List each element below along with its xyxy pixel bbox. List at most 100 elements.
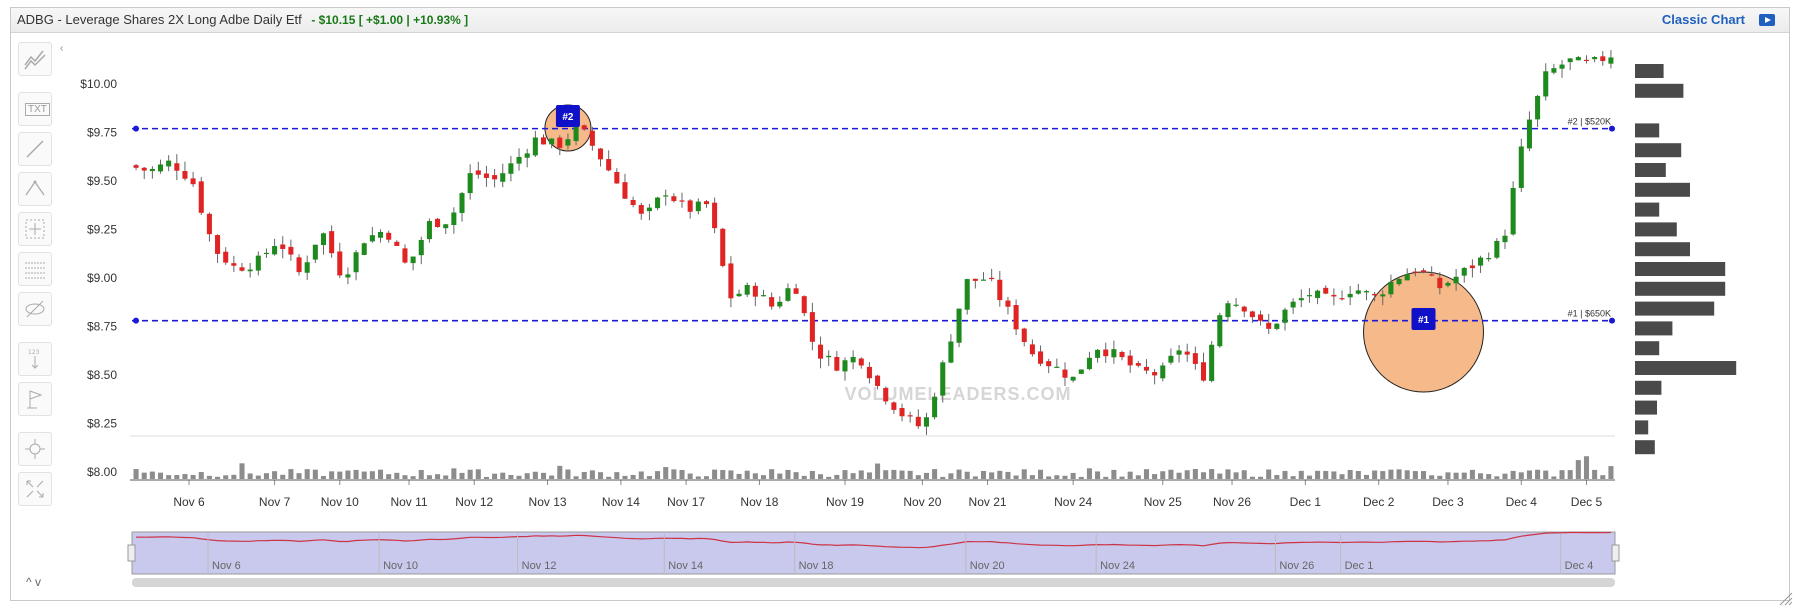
x-tick-label: Dec 3 bbox=[1432, 495, 1464, 509]
candle-body bbox=[712, 202, 718, 229]
candle-body bbox=[223, 251, 229, 263]
hide-drawings-button[interactable] bbox=[18, 292, 52, 326]
x-tick-label: Nov 7 bbox=[259, 495, 291, 509]
volume-bar bbox=[1054, 475, 1060, 479]
volume-bar bbox=[915, 475, 921, 479]
candle-body bbox=[312, 244, 318, 260]
classic-chart-icon[interactable] bbox=[1759, 14, 1775, 26]
volume-bar bbox=[1127, 471, 1133, 479]
candle-body bbox=[752, 285, 758, 297]
candle-body bbox=[866, 366, 872, 379]
candle-body bbox=[532, 137, 538, 156]
volume-profile-bar bbox=[1635, 262, 1726, 276]
measure-tool-button[interactable]: 123 bbox=[18, 342, 52, 376]
volume-bar bbox=[1258, 476, 1264, 479]
volume-bar bbox=[1535, 469, 1541, 479]
candle-body bbox=[915, 416, 921, 427]
fullscreen-button[interactable] bbox=[18, 472, 52, 506]
level-marker bbox=[1411, 308, 1436, 330]
volume-bar bbox=[866, 472, 872, 479]
candle-body bbox=[1461, 267, 1467, 276]
volume-bar bbox=[410, 476, 416, 479]
navigator-label: Nov 20 bbox=[970, 560, 1005, 572]
candle-body bbox=[972, 278, 978, 281]
line-tool-button[interactable] bbox=[18, 132, 52, 166]
volume-bar bbox=[524, 473, 530, 479]
volume-bar bbox=[842, 470, 848, 479]
candle-body bbox=[1306, 295, 1312, 297]
candle-body bbox=[1266, 322, 1272, 329]
fibonacci-tool-button[interactable] bbox=[18, 172, 52, 206]
scroll-updown-icon[interactable]: ^ v bbox=[26, 575, 41, 589]
text-tool-button[interactable]: TXT bbox=[18, 92, 52, 126]
level-endpoint bbox=[133, 125, 139, 132]
candle-body bbox=[565, 139, 571, 146]
volume-bar bbox=[1103, 476, 1109, 479]
volume-bar bbox=[1429, 475, 1435, 479]
fullscreen-icon bbox=[26, 480, 44, 498]
candle-body bbox=[166, 160, 172, 167]
resize-icon[interactable] bbox=[1778, 591, 1794, 607]
volume-bar bbox=[1225, 469, 1231, 479]
candle-body bbox=[614, 171, 620, 184]
volume-bar bbox=[565, 469, 571, 479]
hline-tool-icon bbox=[25, 262, 45, 279]
navigator-label: Nov 26 bbox=[1279, 560, 1314, 572]
volume-bar bbox=[1445, 472, 1451, 479]
measure-tool-icon: 123 bbox=[28, 349, 40, 369]
candle-body bbox=[1095, 349, 1101, 358]
candle-body bbox=[964, 279, 970, 310]
level-label: #1 | $650K bbox=[1568, 309, 1611, 319]
volume-bar bbox=[687, 473, 693, 479]
volume-bar bbox=[166, 475, 172, 479]
candle-body bbox=[842, 360, 848, 372]
volume-bar bbox=[1372, 470, 1378, 479]
candle-body bbox=[1241, 306, 1247, 312]
volume-bar bbox=[1494, 476, 1500, 479]
volume-bar bbox=[1486, 474, 1492, 479]
volume-bar bbox=[573, 476, 579, 479]
candle-body bbox=[622, 182, 628, 199]
volume-bar bbox=[312, 469, 318, 479]
candle-body bbox=[1290, 301, 1296, 308]
hline-tool-button[interactable] bbox=[18, 252, 52, 286]
volume-bar bbox=[598, 472, 604, 479]
y-tick-label: $9.25 bbox=[87, 223, 117, 237]
volume-bar bbox=[263, 473, 269, 479]
volume-bar bbox=[801, 475, 807, 479]
volume-bar bbox=[475, 469, 481, 479]
candle-body bbox=[320, 233, 327, 246]
y-tick-label: $9.75 bbox=[87, 126, 117, 140]
marker-label: #2 bbox=[562, 112, 574, 123]
volume-bar bbox=[386, 474, 392, 479]
candle-body bbox=[361, 243, 367, 255]
zoom-button[interactable] bbox=[18, 432, 52, 466]
volume-bar bbox=[157, 472, 164, 479]
candle-body bbox=[1355, 290, 1361, 294]
chart-type-button[interactable] bbox=[18, 42, 52, 76]
volume-bar bbox=[492, 473, 498, 479]
candle-body bbox=[377, 231, 384, 238]
candle-body bbox=[598, 148, 604, 160]
flag-tool-button[interactable] bbox=[18, 382, 52, 416]
y-tick-label: $8.00 bbox=[87, 465, 117, 479]
candle-body bbox=[459, 193, 465, 213]
candle-body bbox=[850, 356, 856, 363]
volume-bar bbox=[964, 471, 970, 479]
crosshair-tool-button[interactable] bbox=[18, 212, 52, 246]
classic-chart-link[interactable]: Classic Chart bbox=[1661, 12, 1745, 27]
candle-body bbox=[1274, 323, 1280, 329]
level-endpoint bbox=[1609, 125, 1615, 132]
volume-bar bbox=[671, 469, 677, 479]
volume-bar bbox=[875, 463, 881, 479]
candle-body bbox=[1339, 298, 1345, 300]
volume-bar bbox=[1600, 475, 1606, 479]
collapse-toolbar-icon[interactable]: ‹ bbox=[60, 43, 64, 54]
candle-body bbox=[1404, 274, 1410, 281]
candle-body bbox=[1388, 281, 1394, 295]
candle-body bbox=[524, 153, 530, 158]
volume-bar bbox=[1078, 476, 1084, 479]
candle-body bbox=[182, 171, 188, 179]
candle-body bbox=[1567, 58, 1573, 63]
